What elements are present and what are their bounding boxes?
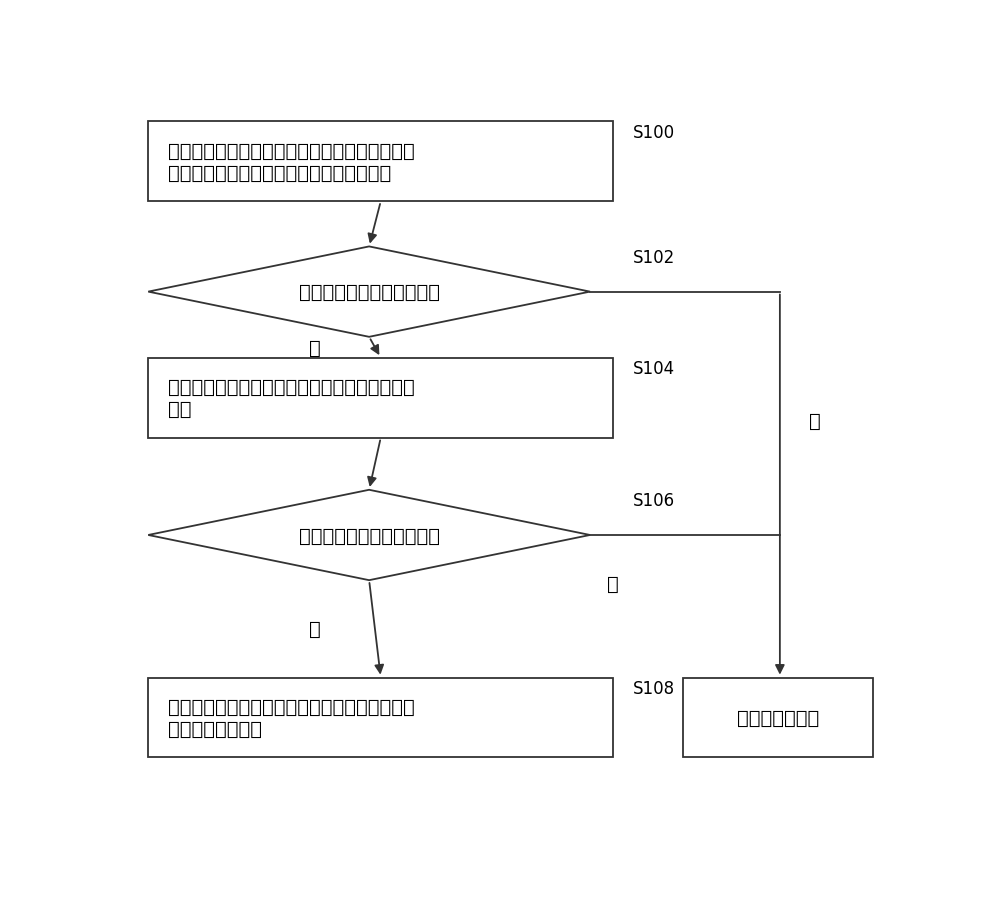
Polygon shape — [148, 247, 590, 337]
Text: 控制循环回路的循环通道连通，并控制蓄电池对
电机和加热器供电: 控制循环回路的循环通道连通，并控制蓄电池对 电机和加热器供电 — [168, 697, 414, 738]
Text: 是: 是 — [309, 338, 321, 357]
Text: 当前电压是否大于电压阈值: 当前电压是否大于电压阈值 — [299, 526, 440, 545]
Text: S106: S106 — [633, 492, 675, 510]
FancyBboxPatch shape — [148, 122, 613, 202]
Text: 是: 是 — [309, 620, 321, 639]
Polygon shape — [148, 490, 590, 581]
Text: 获取压力监测器监测得到的汽车内蓄电池的当前
电压: 获取压力监测器监测得到的汽车内蓄电池的当前 电压 — [168, 378, 414, 419]
FancyBboxPatch shape — [148, 677, 613, 758]
Text: 正常启动发动机: 正常启动发动机 — [737, 708, 819, 727]
Text: 否: 否 — [809, 411, 821, 430]
Text: 获取计时器传输的当前时间和发动机上次关闭时
间，根据关闭时间和当前时间确定停机时长: 获取计时器传输的当前时间和发动机上次关闭时 间，根据关闭时间和当前时间确定停机时… — [168, 142, 414, 182]
Text: S104: S104 — [633, 360, 675, 378]
FancyBboxPatch shape — [148, 358, 613, 438]
Text: 否: 否 — [607, 575, 619, 594]
Text: S108: S108 — [633, 679, 675, 697]
Text: S100: S100 — [633, 124, 675, 142]
FancyBboxPatch shape — [683, 677, 873, 758]
Text: S102: S102 — [633, 249, 675, 266]
Text: 停机时长是否大于预设时长: 停机时长是否大于预设时长 — [299, 283, 440, 302]
